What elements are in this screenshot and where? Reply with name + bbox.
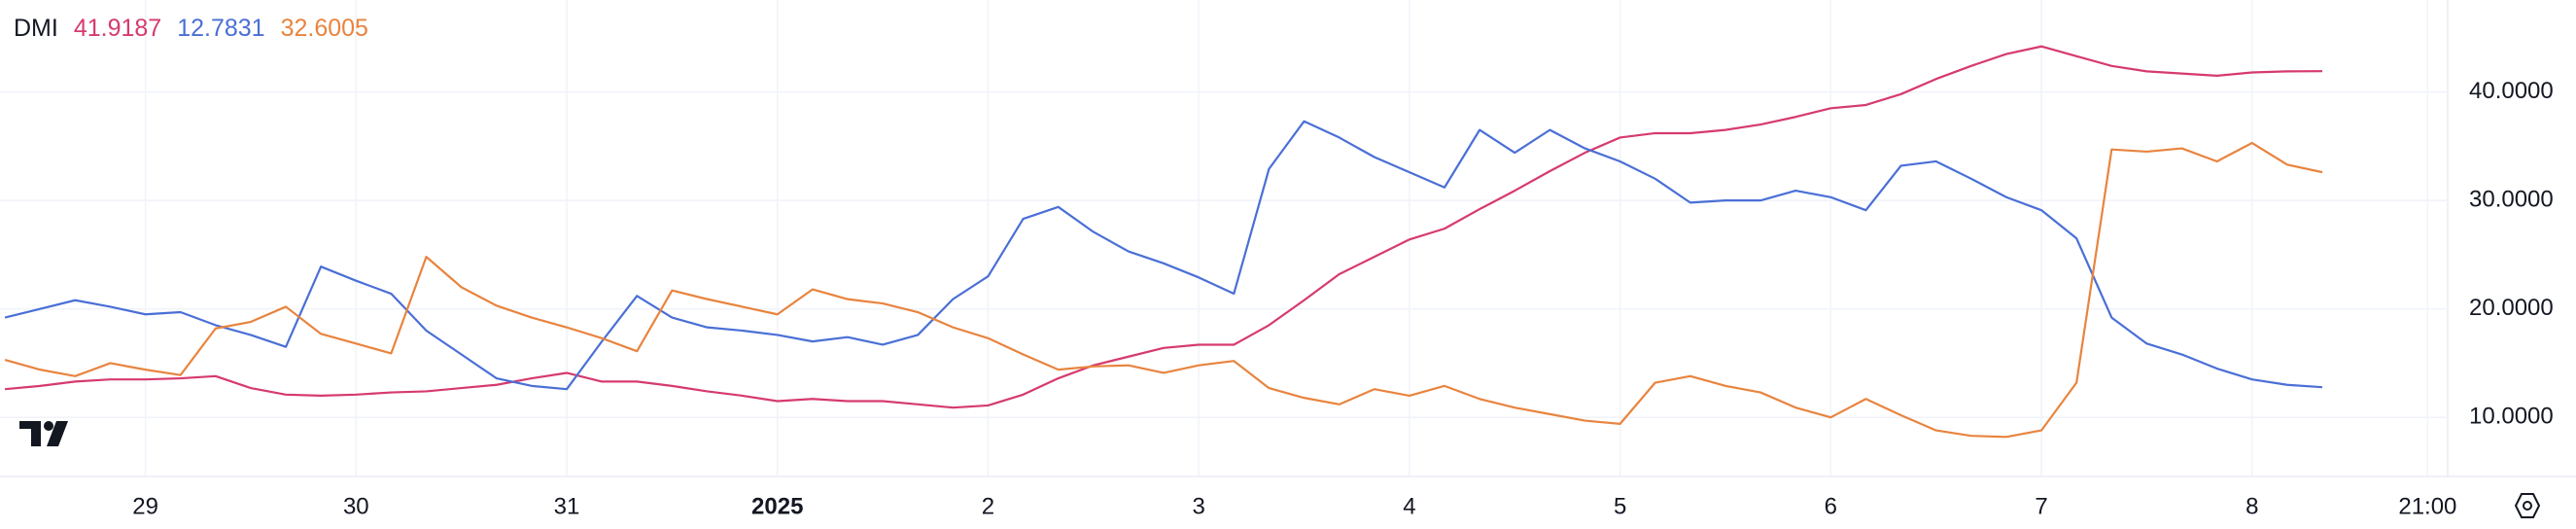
y-tick-label: 20.0000 — [2469, 295, 2554, 321]
tradingview-logo — [19, 421, 68, 446]
y-tick-label: 10.0000 — [2469, 404, 2554, 430]
settings-icon[interactable] — [2514, 493, 2541, 518]
legend-value: 12.7831 — [177, 15, 265, 42]
x-tick-label: 7 — [2035, 493, 2047, 519]
y-tick-label: 40.0000 — [2469, 78, 2554, 104]
legend-value: 32.6005 — [280, 15, 368, 42]
y-tick-label: 30.0000 — [2469, 186, 2554, 212]
x-tick-label: 4 — [1403, 493, 1415, 519]
x-tick-label: 31 — [554, 493, 580, 519]
x-tick-label: 2025 — [751, 493, 803, 519]
x-tick-label: 2 — [982, 493, 994, 519]
x-tick-label: 3 — [1193, 493, 1205, 519]
legend: DMI 41.9187 12.7831 32.6005 — [14, 12, 368, 45]
dmi-line — [4, 120, 2323, 391]
x-tick-label: 30 — [343, 493, 369, 519]
x-tick-label: 29 — [132, 493, 158, 519]
x-tick-label: 8 — [2245, 493, 2258, 519]
x-tick-label: 5 — [1614, 493, 1626, 519]
indicator-name: DMI — [14, 15, 58, 42]
dmi-line — [4, 141, 2323, 439]
x-tick-label: 21:00 — [2398, 493, 2456, 519]
legend-value: 41.9187 — [73, 15, 162, 42]
dmi-line — [4, 45, 2323, 409]
x-tick-label: 6 — [1825, 493, 1837, 519]
